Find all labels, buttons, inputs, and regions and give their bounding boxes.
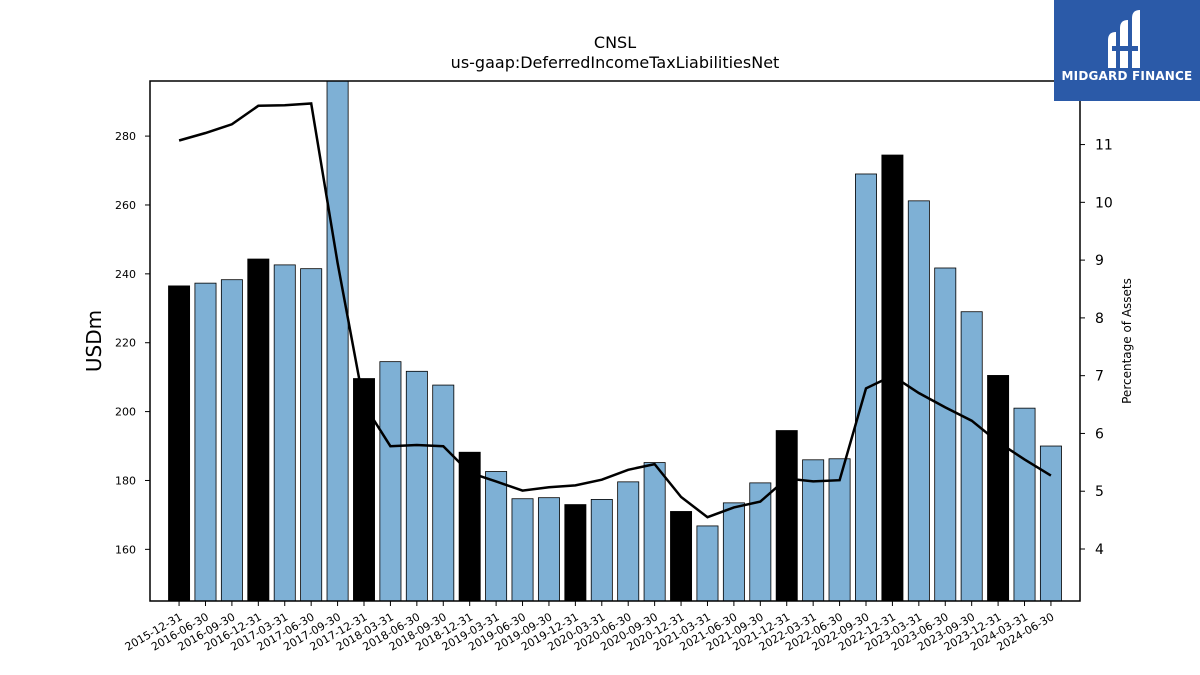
bar-2020-03-31	[590, 499, 613, 602]
y2-tick-label: 7	[1095, 369, 1104, 385]
y2-tick-label: 10	[1095, 195, 1113, 211]
line-group	[178, 102, 1052, 519]
logo-icon	[1108, 10, 1140, 68]
y-tick-label: 200	[115, 406, 136, 419]
y2-axis-label: Percentage of Assets	[1120, 278, 1134, 404]
bar-2019-06-30	[511, 498, 534, 602]
y-tick-label: 240	[115, 268, 136, 281]
y2-tick-label: 4	[1095, 542, 1104, 558]
bar-2020-06-30	[617, 481, 640, 602]
bar-2020-12-31	[670, 511, 693, 602]
bar-2023-09-30	[960, 311, 983, 602]
y2-tick-label: 8	[1095, 311, 1104, 327]
y-tick-label: 220	[115, 337, 136, 350]
chart-title: CNSL	[594, 33, 636, 52]
bar-2018-06-30	[405, 370, 428, 602]
bar-2019-09-30	[537, 497, 560, 602]
y2-tick-label: 6	[1095, 426, 1104, 442]
bar-2017-12-31	[353, 378, 375, 602]
y-axis-label: USDm	[82, 310, 106, 372]
bar-2021-12-31	[775, 430, 798, 602]
bar-2024-03-31	[1013, 407, 1036, 602]
bar-2023-12-31	[987, 375, 1010, 602]
bar-2023-06-30	[934, 267, 957, 602]
bar-2016-09-30	[220, 279, 243, 602]
y-axis: 160 180 200 220 240 260 280	[115, 130, 150, 556]
y2-axis: 4 5 6 7 8 9 10 11	[1080, 138, 1113, 558]
bar-2019-12-31	[564, 504, 587, 602]
percentage-line	[178, 102, 1052, 519]
y2-tick-label: 11	[1095, 138, 1113, 154]
y-tick-label: 260	[115, 199, 136, 212]
bar-2021-03-31	[696, 525, 719, 602]
y-tick-label: 160	[115, 543, 136, 556]
y2-tick-label: 5	[1095, 484, 1104, 500]
bar-2017-03-31	[273, 264, 296, 602]
bar-2017-06-30	[300, 268, 323, 602]
bar-2021-06-30	[722, 502, 745, 602]
chart-subtitle: us-gaap:DeferredIncomeTaxLiabilitiesNet	[451, 53, 780, 72]
y2-tick-label: 9	[1095, 253, 1104, 269]
bar-2020-09-30	[643, 462, 666, 602]
bar-2018-03-31	[379, 361, 402, 602]
bar-2015-12-31	[168, 285, 191, 602]
bar-2019-03-31	[485, 471, 508, 602]
bar-2024-06-30	[1039, 445, 1062, 602]
plot-frame	[149, 80, 1081, 602]
bar-2016-12-31	[247, 258, 270, 602]
x-axis: 2015-12-312016-06-302016-09-302016-12-31…	[123, 601, 1056, 654]
bar-2018-09-30	[432, 384, 455, 602]
brand-name: MIDGARD FINANCE	[1061, 69, 1193, 83]
y-tick-label: 280	[115, 130, 136, 143]
y-tick-label: 180	[115, 474, 136, 487]
bar-2016-06-30	[194, 282, 217, 602]
bars-group	[168, 80, 1062, 602]
bar-2017-09-30	[326, 80, 349, 602]
brand-logo: MIDGARD FINANCE	[1054, 0, 1200, 101]
bar-2023-03-31	[907, 200, 930, 602]
